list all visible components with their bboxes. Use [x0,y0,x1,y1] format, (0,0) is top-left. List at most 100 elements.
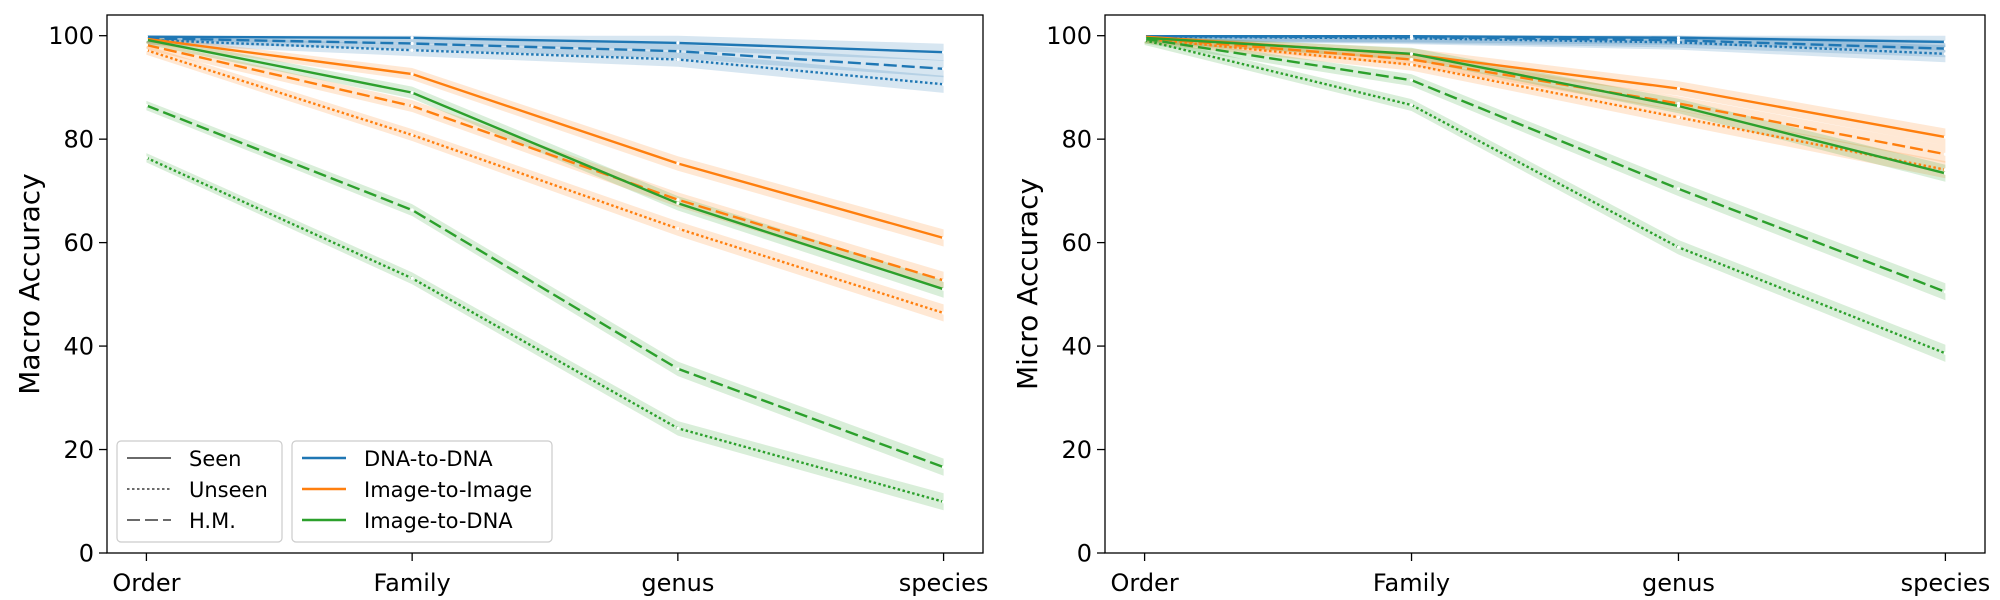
point-image-to-image-h-m-species [942,278,946,282]
point-image-to-image-seen-species [1943,135,1947,139]
point-image-to-image-h-m-genus [676,198,680,202]
point-dna-to-dna-seen-species [942,50,946,54]
line-dna-to-dna-h-m [146,37,944,70]
line-image-to-image-seen [146,37,944,240]
legend-methods-box [291,440,553,543]
y-tick-label: 40 [1061,333,1092,361]
macro-accuracy-panel: 0 20 40 60 80 100 Order Family genus species Macro… [13,14,989,597]
point-image-to-dna-h-m-species [1943,290,1947,294]
point-image-to-dna-seen-genus [676,201,680,205]
point-image-to-dna-unseen-genus [1676,245,1681,249]
point-image-to-dna-unseen-family [1409,103,1414,107]
point-image-to-image-seen-genus [1676,86,1681,91]
band-dna-to-dna-h-m [1144,35,1946,58]
y-tick-label: 0 [1077,540,1092,568]
x-tick-label-species: species [899,569,989,597]
point-dna-to-dna-h-m-family [410,41,414,46]
x-tick-label-species: species [1901,569,1991,597]
point-image-to-image-h-m-family [410,104,414,108]
band-image-to-image-h-m [146,40,944,289]
point-image-to-dna-h-m-family [1409,78,1414,82]
band-dna-to-dna-unseen [146,35,944,93]
band-image-to-dna-unseen [146,153,944,511]
y-axis-label: Macro Accuracy [13,173,46,394]
point-image-to-dna-h-m-species [942,465,946,469]
y-tick-label: 100 [48,22,94,50]
point-image-to-image-unseen-family [1409,63,1414,67]
y-tick-label: 80 [63,126,94,154]
point-image-to-dna-h-m-family [410,208,414,212]
point-dna-to-dna-unseen-family [1409,36,1414,40]
point-image-to-image-unseen-genus [676,227,680,231]
band-image-to-image-h-m [1144,35,1946,163]
point-image-to-image-h-m-genus [1676,101,1681,106]
point-dna-to-dna-seen-genus [676,41,680,45]
x-tick-label-order: Order [112,569,180,597]
point-image-to-dna-unseen-order [1143,38,1147,42]
legend-image-to-image: Image-to-Image [364,478,532,502]
x-tick-label-genus: genus [641,569,714,597]
line-dna-to-dna-seen [146,35,944,54]
point-image-to-image-unseen-species [942,311,946,315]
line-image-to-image-unseen [1144,37,1946,171]
point-image-to-image-unseen-species [1943,168,1947,172]
point-image-to-dna-h-m-genus [676,367,680,371]
point-image-to-dna-seen-species [1943,171,1947,175]
point-image-to-image-unseen-family [410,133,414,137]
line-image-to-dna-h-m [1144,37,1946,293]
y-tick-label: 80 [1061,126,1092,154]
y-tick-label: 60 [63,229,94,257]
line-image-to-image-h-m [1144,36,1946,156]
band-image-to-image-unseen [146,45,944,322]
point-image-to-image-seen-family [410,72,414,76]
legend-dna-to-dna: DNA-to-DNA [364,447,493,471]
band-image-to-dna-unseen [1144,35,1946,362]
y-tick-label: 60 [1061,229,1092,257]
point-image-to-image-seen-genus [676,161,680,166]
point-image-to-dna-seen-family [410,91,414,95]
line-dna-to-dna-h-m [1144,35,1946,50]
legend: Seen Unseen H.M. DNA-to-DNA Image-to-Image Im… [116,440,553,543]
x-tick-label-family: Family [1373,569,1450,597]
point-dna-to-dna-unseen-species [1943,52,1947,56]
micro-accuracy-panel: 0 20 40 60 80 100 Order Family genus species Micro… [1011,14,1991,597]
point-dna-to-dna-unseen-family [410,48,414,52]
y-tick-label: 40 [63,333,94,361]
point-dna-to-dna-unseen-genus [1676,40,1681,45]
point-image-to-dna-h-m-order [144,103,148,108]
point-image-to-dna-h-m-genus [1676,187,1681,191]
line-image-to-image-h-m [146,43,944,282]
legend-style-unseen: Unseen [189,478,268,502]
point-image-to-dna-seen-family [1409,52,1414,56]
point-image-to-image-h-m-family [1409,57,1414,62]
line-image-to-dna-unseen [145,156,944,503]
point-image-to-dna-seen-genus [1676,104,1681,108]
point-dna-to-dna-seen-family [410,36,414,40]
y-tick-label: 20 [63,436,94,464]
point-image-to-dna-seen-species [942,287,946,291]
legend-image-to-dna: Image-to-DNA [364,509,513,533]
point-image-to-image-h-m-order [144,43,148,47]
point-image-to-dna-unseen-family [410,276,414,280]
point-dna-to-dna-h-m-genus [676,49,680,53]
point-dna-to-dna-unseen-genus [676,57,680,62]
legend-styles-box [116,440,283,543]
y-axis-label: Micro Accuracy [1011,178,1044,390]
axes-frame [106,14,984,554]
line-image-to-dna-unseen [1144,39,1946,355]
x-tick-label-genus: genus [1642,569,1715,597]
line-image-to-image-unseen [146,49,944,315]
y-tick-label: 0 [79,540,94,568]
line-dna-to-dna-unseen [1144,35,1946,55]
line-image-to-dna-seen [1144,36,1946,175]
point-dna-to-dna-unseen-species [942,82,946,86]
point-image-to-dna-unseen-species [1943,351,1947,355]
point-image-to-image-h-m-species [1943,152,1947,156]
point-image-to-image-unseen-genus [1676,115,1681,119]
x-tick-label-family: Family [374,569,451,597]
legend-style-h-m: H.M. [189,509,236,533]
point-image-to-dna-unseen-species [942,500,946,504]
y-tick-label: 100 [1046,22,1092,50]
point-dna-to-dna-seen-species [1943,40,1947,44]
